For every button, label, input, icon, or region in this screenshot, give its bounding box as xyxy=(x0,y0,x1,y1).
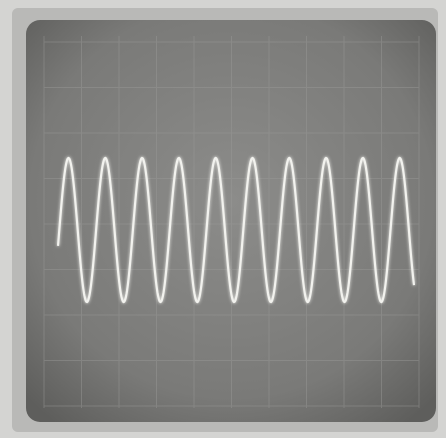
page: (() => { JSON.parse(document.getElementB… xyxy=(0,0,446,438)
oscilloscope-photo xyxy=(0,0,446,438)
